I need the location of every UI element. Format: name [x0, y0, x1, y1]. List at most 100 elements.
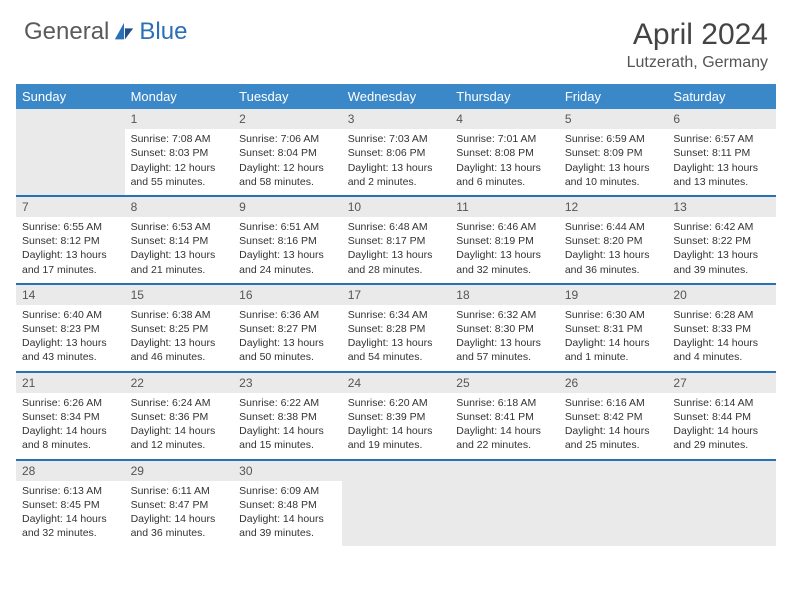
- daylight-text: Daylight: 13 hours and 57 minutes.: [456, 336, 553, 364]
- sunrise-text: Sunrise: 6:59 AM: [565, 132, 662, 146]
- day-cell: 8 Sunrise: 6:53 AMSunset: 8:14 PMDaylight…: [125, 197, 234, 283]
- daylight-text: Daylight: 13 hours and 43 minutes.: [22, 336, 119, 364]
- daylight-text: Daylight: 13 hours and 46 minutes.: [131, 336, 228, 364]
- daylight-text: Daylight: 14 hours and 19 minutes.: [348, 424, 445, 452]
- daylight-text: Daylight: 14 hours and 15 minutes.: [239, 424, 336, 452]
- daylight-text: Daylight: 13 hours and 2 minutes.: [348, 161, 445, 189]
- daylight-text: Daylight: 14 hours and 22 minutes.: [456, 424, 553, 452]
- day-cell: 9Sunrise: 6:51 AMSunset: 8:16 PMDaylight…: [233, 197, 342, 283]
- sunset-text: Sunset: 8:45 PM: [22, 498, 119, 512]
- day-number: 9: [233, 197, 342, 217]
- sunset-text: Sunset: 8:34 PM: [22, 410, 119, 424]
- day-cell: 3Sunrise: 7:03 AMSunset: 8:06 PMDaylight…: [342, 109, 451, 195]
- weekday-label: Sunday: [16, 84, 125, 109]
- daylight-text: Daylight: 13 hours and 24 minutes.: [239, 248, 336, 276]
- daylight-text: Daylight: 13 hours and 21 minutes.: [131, 248, 228, 276]
- daylight-text: Daylight: 13 hours and 54 minutes.: [348, 336, 445, 364]
- day-number: 10: [342, 197, 451, 217]
- sunrise-text: Sunrise: 6:57 AM: [673, 132, 770, 146]
- sunrise-text: Sunrise: 6:55 AM: [22, 220, 119, 234]
- daylight-text: Daylight: 14 hours and 1 minute.: [565, 336, 662, 364]
- sunrise-text: Sunrise: 6:18 AM: [456, 396, 553, 410]
- sunset-text: Sunset: 8:03 PM: [131, 146, 228, 160]
- day-number: 27: [667, 373, 776, 393]
- sunrise-text: Sunrise: 6:28 AM: [673, 308, 770, 322]
- daylight-text: Daylight: 14 hours and 8 minutes.: [22, 424, 119, 452]
- day-number: 30: [233, 461, 342, 481]
- sunrise-text: Sunrise: 6:24 AM: [131, 396, 228, 410]
- day-cell: 23Sunrise: 6:22 AMSunset: 8:38 PMDayligh…: [233, 373, 342, 459]
- daylight-text: Daylight: 14 hours and 29 minutes.: [673, 424, 770, 452]
- calendar-week: 1 Sunrise: 7:08 AMSunset: 8:03 PM Daylight…: [16, 109, 776, 197]
- daylight-text: Daylight: 14 hours and 4 minutes.: [673, 336, 770, 364]
- daylight-text: Daylight: 14 hours and 25 minutes.: [565, 424, 662, 452]
- sunset-text: Sunset: 8:14 PM: [131, 234, 228, 248]
- weekday-label: Monday: [125, 84, 234, 109]
- sunset-text: Sunset: 8:08 PM: [456, 146, 553, 160]
- sunrise-text: Sunrise: 6:14 AM: [673, 396, 770, 410]
- day-cell: 19Sunrise: 6:30 AMSunset: 8:31 PMDayligh…: [559, 285, 668, 371]
- sunset-text: Sunset: 8:42 PM: [565, 410, 662, 424]
- sunrise-text: Sunrise: 7:01 AM: [456, 132, 553, 146]
- daylight-text: Daylight: 13 hours and 39 minutes.: [673, 248, 770, 276]
- sunrise-text: Sunrise: 6:09 AM: [239, 484, 336, 498]
- weekday-label: Tuesday: [233, 84, 342, 109]
- day-cell: 10Sunrise: 6:48 AMSunset: 8:17 PMDayligh…: [342, 197, 451, 283]
- day-number: 20: [667, 285, 776, 305]
- day-cell: 2Sunrise: 7:06 AMSunset: 8:04 PMDaylight…: [233, 109, 342, 195]
- weekday-label: Thursday: [450, 84, 559, 109]
- weekday-label: Friday: [559, 84, 668, 109]
- day-number: 4: [450, 109, 559, 129]
- daylight-text: Daylight: 13 hours and 13 minutes.: [673, 161, 770, 189]
- sunrise-text: Sunrise: 6:46 AM: [456, 220, 553, 234]
- blank-cell: [559, 461, 668, 547]
- sunset-text: Sunset: 8:20 PM: [565, 234, 662, 248]
- daylight-text: Daylight: 13 hours and 32 minutes.: [456, 248, 553, 276]
- daylight-text: Daylight: 13 hours and 17 minutes.: [22, 248, 119, 276]
- sunset-text: Sunset: 8:28 PM: [348, 322, 445, 336]
- day-number: 7: [16, 197, 125, 217]
- sunset-text: Sunset: 8:47 PM: [131, 498, 228, 512]
- daylight-text: Daylight: 14 hours and 12 minutes.: [131, 424, 228, 452]
- day-cell: 20Sunrise: 6:28 AMSunset: 8:33 PMDayligh…: [667, 285, 776, 371]
- weekday-label: Wednesday: [342, 84, 451, 109]
- sunset-text: Sunset: 8:11 PM: [673, 146, 770, 160]
- day-cell: 4 Sunrise: 7:01 AMSunset: 8:08 PMDaylight…: [450, 109, 559, 195]
- day-cell: 26Sunrise: 6:16 AMSunset: 8:42 PMDayligh…: [559, 373, 668, 459]
- sunrise-text: Sunrise: 6:53 AM: [131, 220, 228, 234]
- calendar-body: 1 Sunrise: 7:08 AMSunset: 8:03 PM Daylight…: [16, 109, 776, 546]
- day-cell: 6Sunrise: 6:57 AMSunset: 8:11 PMDaylight…: [667, 109, 776, 195]
- day-cell: 11Sunrise: 6:46 AMSunset: 8:19 PMDayligh…: [450, 197, 559, 283]
- brand-logo: General Blue: [24, 18, 187, 46]
- day-number: 8: [125, 197, 234, 217]
- day-cell: 22Sunrise: 6:24 AMSunset: 8:36 PMDayligh…: [125, 373, 234, 459]
- day-cell: 16Sunrise: 6:36 AMSunset: 8:27 PMDayligh…: [233, 285, 342, 371]
- day-number: 24: [342, 373, 451, 393]
- sunrise-text: Sunrise: 7:08 AM: [131, 132, 228, 146]
- day-number: 26: [559, 373, 668, 393]
- daylight-text: Daylight: 13 hours and 6 minutes.: [456, 161, 553, 189]
- weekday-header: SundayMondayTuesdayWednesdayThursdayFrid…: [16, 84, 776, 109]
- daylight-text: Daylight: 14 hours and 39 minutes.: [239, 512, 336, 540]
- day-number: 25: [450, 373, 559, 393]
- sunset-text: Sunset: 8:25 PM: [131, 322, 228, 336]
- sunset-text: Sunset: 8:04 PM: [239, 146, 336, 160]
- sunset-text: Sunset: 8:48 PM: [239, 498, 336, 512]
- sunrise-text: Sunrise: 6:30 AM: [565, 308, 662, 322]
- day-number: 17: [342, 285, 451, 305]
- month-title: April 2024: [627, 18, 768, 52]
- day-number: 1: [125, 109, 234, 129]
- day-number: 15: [125, 285, 234, 305]
- sunrise-text: Sunrise: 6:13 AM: [22, 484, 119, 498]
- brand-part1: General: [24, 18, 109, 46]
- calendar: SundayMondayTuesdayWednesdayThursdayFrid…: [16, 84, 776, 546]
- day-number: 21: [16, 373, 125, 393]
- day-cell: 24Sunrise: 6:20 AMSunset: 8:39 PMDayligh…: [342, 373, 451, 459]
- day-cell: 18Sunrise: 6:32 AMSunset: 8:30 PMDayligh…: [450, 285, 559, 371]
- weekday-label: Saturday: [667, 84, 776, 109]
- daylight-text: Daylight: 13 hours and 10 minutes.: [565, 161, 662, 189]
- calendar-week: 7Sunrise: 6:55 AMSunset: 8:12 PMDaylight…: [16, 197, 776, 285]
- sunrise-text: Sunrise: 6:11 AM: [131, 484, 228, 498]
- sunrise-text: Sunrise: 6:51 AM: [239, 220, 336, 234]
- sunset-text: Sunset: 8:38 PM: [239, 410, 336, 424]
